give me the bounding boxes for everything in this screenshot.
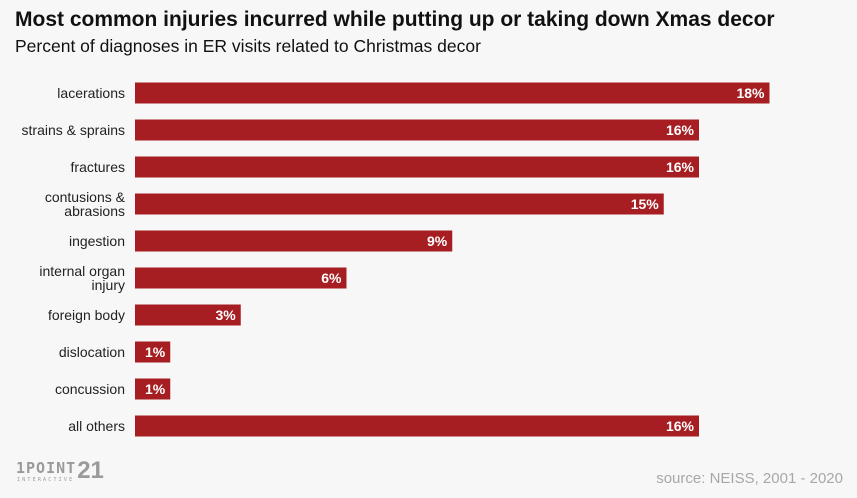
bar-value-label: 15% (631, 196, 660, 212)
bar-5 (135, 267, 347, 289)
category-label: strains & sprains (22, 122, 125, 138)
bar-value-label: 3% (216, 307, 237, 323)
bar-6 (135, 304, 241, 326)
logo-wordmark: 1POINT (16, 459, 77, 477)
chart-subtitle: Percent of diagnoses in ER visits relate… (15, 36, 481, 56)
category-label: internal organ injury (39, 263, 125, 293)
category-label: dislocation (59, 344, 125, 360)
bar-value-label: 16% (666, 159, 695, 175)
category-label: lacerations (57, 85, 125, 101)
chart-title: Most common injuries incurred while putt… (15, 8, 775, 31)
category-label: concussion (55, 381, 125, 397)
bar-2 (135, 156, 699, 178)
logo-number: 21 (77, 457, 104, 484)
category-label: all others (68, 418, 125, 434)
bar-value-label: 16% (666, 122, 695, 138)
category-label: foreign body (48, 307, 125, 323)
bar-value-label: 1% (145, 381, 166, 397)
category-label: contusions & abrasions (45, 189, 126, 219)
bar-7 (135, 341, 171, 363)
brand-logo: 1POINT 21 INTERACTIVE (16, 457, 104, 490)
source-note: source: NEISS, 2001 - 2020 (656, 470, 843, 487)
logo-tagline: INTERACTIVE (17, 477, 75, 483)
bar-value-label: 18% (736, 85, 765, 101)
bar-8 (135, 378, 171, 400)
bar-9 (135, 415, 699, 437)
bar-value-label: 9% (427, 233, 448, 249)
bar-value-label: 16% (666, 418, 695, 434)
bar-1 (135, 119, 699, 141)
category-label: ingestion (69, 233, 125, 249)
bar-0 (135, 82, 770, 104)
bar-4 (135, 230, 453, 252)
bar-3 (135, 193, 664, 215)
bar-value-label: 6% (321, 270, 342, 286)
bar-value-label: 1% (145, 344, 166, 360)
category-label: fractures (71, 159, 125, 175)
